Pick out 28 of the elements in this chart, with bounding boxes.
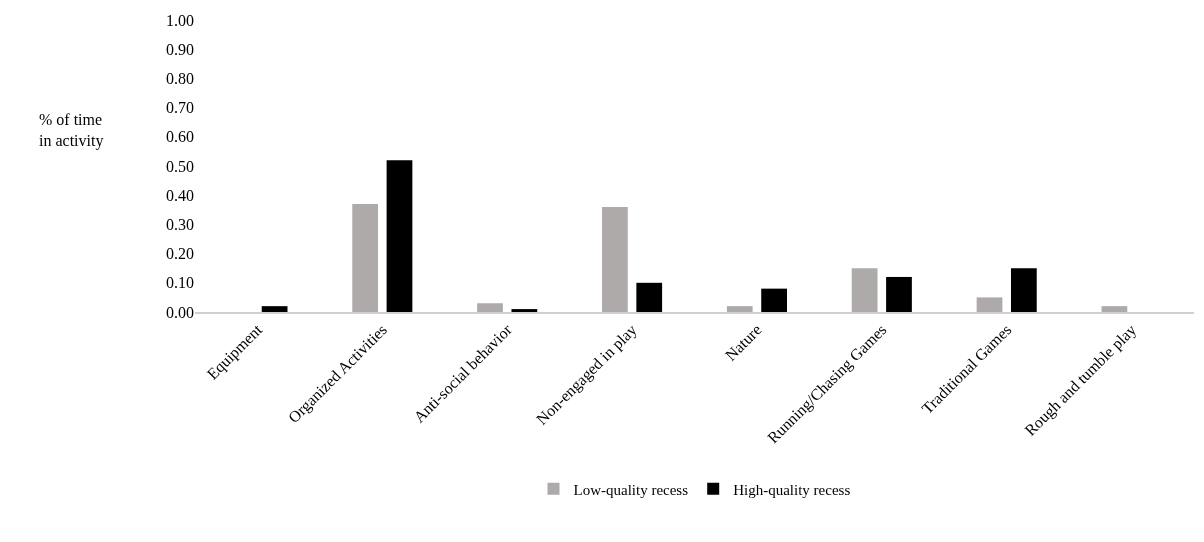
y-tick-label: 0.90 — [166, 40, 194, 58]
legend-label: High-quality recess — [733, 481, 851, 498]
bar — [726, 306, 753, 312]
bar — [511, 309, 538, 312]
y-tick-label: 0.20 — [166, 245, 194, 263]
bar — [1101, 306, 1128, 312]
bar — [386, 160, 413, 312]
y-tick-label: 0.30 — [166, 216, 194, 233]
y-tick-label: 1.00 — [166, 11, 194, 29]
bar — [976, 297, 1003, 312]
bar — [477, 303, 503, 312]
y-tick-label: 0.00 — [166, 303, 194, 321]
y-tick-label: 0.40 — [166, 186, 194, 204]
bar — [261, 306, 288, 312]
bar — [602, 206, 628, 312]
bar — [636, 282, 663, 312]
y-tick-label: 0.80 — [166, 70, 194, 87]
y-tick-label: 0.50 — [166, 157, 194, 175]
y-tick-label: 0.10 — [166, 274, 194, 292]
bar — [761, 288, 787, 312]
legend-label: Low-quality recess — [573, 481, 689, 498]
y-axis-title: % of time in activity — [39, 111, 104, 150]
y-tick-label: 0.70 — [166, 99, 194, 117]
bar — [886, 276, 912, 312]
bar — [352, 203, 379, 312]
bar — [1010, 268, 1037, 312]
bar — [851, 268, 878, 312]
y-tick-label: 0.60 — [166, 128, 194, 146]
